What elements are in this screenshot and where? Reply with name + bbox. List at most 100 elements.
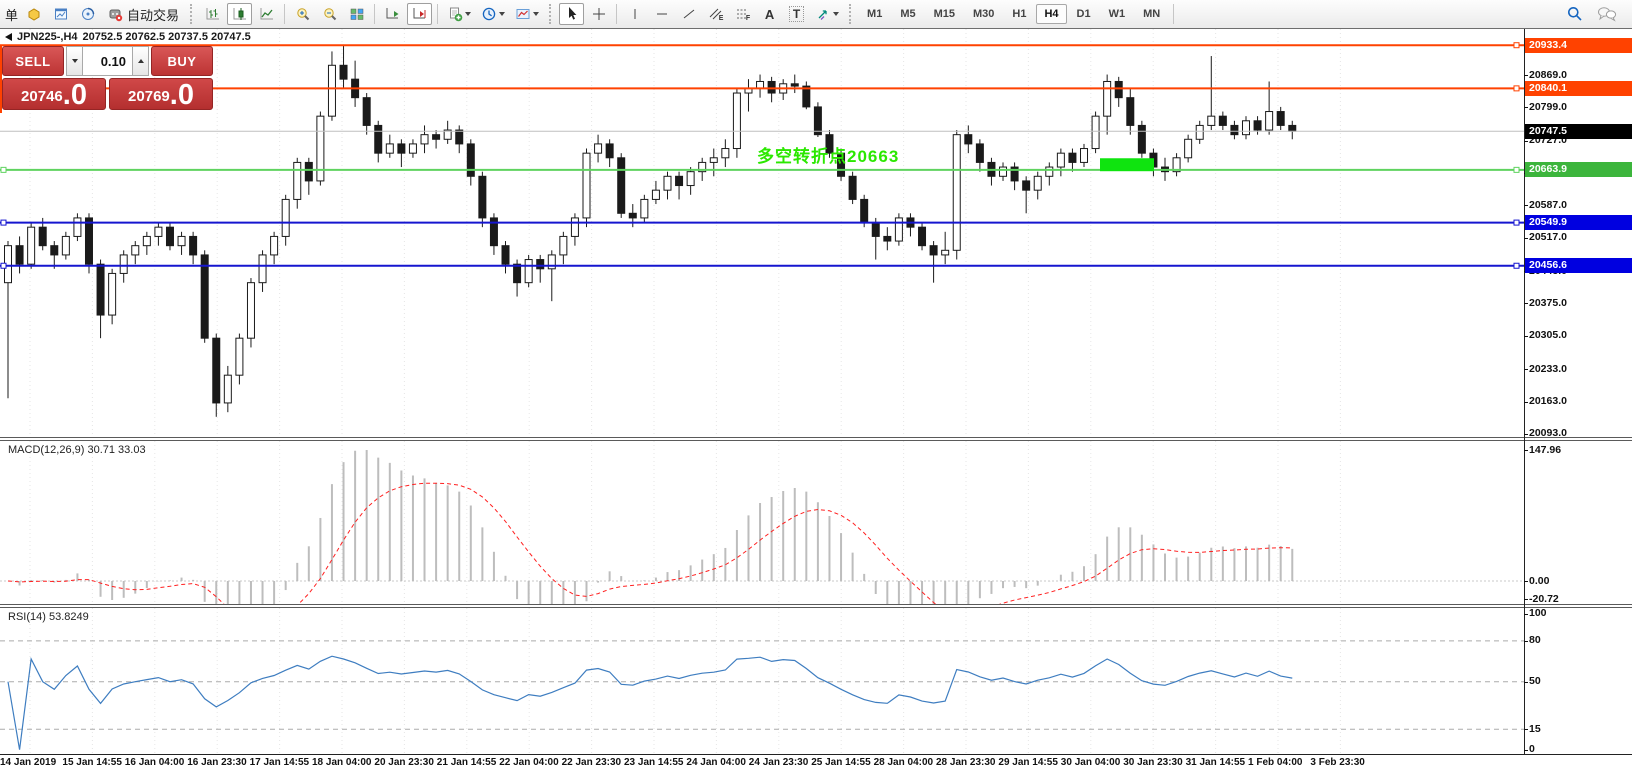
text-label-tool-icon[interactable]: T (784, 3, 809, 25)
fibonacci-tool-icon[interactable]: F (730, 3, 755, 25)
volume-input[interactable]: 0.10 (83, 46, 132, 76)
toolbar-separator (1173, 4, 1175, 24)
rsi-axis-label: 15 (1529, 722, 1541, 735)
indicators-button[interactable] (443, 3, 475, 25)
chart-profiles-icon[interactable] (21, 3, 46, 25)
horizontal-line-tool-icon[interactable] (649, 3, 674, 25)
axis-tick-mark (1524, 303, 1528, 305)
tf-h1[interactable]: H1 (1004, 4, 1034, 24)
buy-price-display[interactable]: 20769.0 (109, 78, 213, 110)
auto-scroll-icon[interactable] (380, 3, 405, 25)
tf-m30[interactable]: M30 (965, 4, 1002, 24)
price-axis-tick: 20799.0 (1529, 100, 1567, 113)
toolbar-grip (190, 4, 194, 24)
price-axis-tick: 20587.0 (1529, 198, 1567, 211)
dropdown-arrow-icon (499, 12, 506, 16)
equidistant-channel-icon[interactable]: E (703, 3, 728, 25)
zoom-out-icon[interactable] (317, 3, 342, 25)
tf-m15[interactable]: M15 (926, 4, 963, 24)
date-axis-label: 3 Feb 23:30 (1310, 757, 1365, 768)
tf-m5[interactable]: M5 (892, 4, 923, 24)
rsi-panel[interactable] (0, 608, 1524, 754)
green-box-object (1100, 158, 1154, 172)
toolbar-separator (284, 4, 286, 24)
cursor-icon[interactable] (559, 3, 585, 25)
chart-shift-icon[interactable] (407, 3, 433, 25)
tf-m1[interactable]: M1 (859, 4, 890, 24)
tf-d1[interactable]: D1 (1069, 4, 1099, 24)
tile-windows-icon[interactable] (344, 3, 369, 25)
price-axis-tick: 20869.0 (1529, 68, 1567, 81)
zoom-in-icon[interactable] (290, 3, 315, 25)
arrows-tool-button[interactable] (811, 3, 843, 25)
vertical-line-tool-icon[interactable] (622, 3, 647, 25)
crosshair-icon[interactable] (586, 3, 611, 25)
rsi-axis-label: 100 (1529, 607, 1547, 620)
axis-tick-mark (1524, 729, 1528, 731)
rsi-indicator-label: RSI(14) 53.8249 (8, 611, 89, 623)
price-axis-tick: 20093.0 (1529, 427, 1567, 440)
periods-button[interactable] (477, 3, 509, 25)
market-watch-icon[interactable] (48, 3, 73, 25)
channel-letter: E (718, 15, 724, 22)
tf-w1[interactable]: W1 (1101, 4, 1134, 24)
templates-button[interactable] (511, 3, 543, 25)
timeframe-group: M1 M5 M15 M30 H1 H4 D1 W1 MN (858, 4, 1169, 24)
toolbar-grip (549, 4, 553, 24)
dropdown-arrow-icon (833, 12, 840, 16)
text-tool-icon[interactable]: A (757, 3, 782, 25)
volume-decrease-button[interactable] (66, 46, 83, 76)
date-axis-label: 25 Jan 14:55 (811, 757, 871, 768)
price-axis-tick: 20163.0 (1529, 395, 1567, 408)
panel-separator[interactable] (0, 604, 1632, 608)
axis-tick-mark (1524, 599, 1528, 601)
line-chart-icon[interactable] (254, 3, 279, 25)
search-icon[interactable] (1566, 5, 1584, 23)
dropdown-arrow-icon (533, 12, 540, 16)
axis-tick-mark (1524, 433, 1528, 435)
navigator-icon[interactable] (75, 3, 100, 25)
triangle-up-icon (137, 59, 144, 63)
date-axis-label: 28 Jan 04:00 (873, 757, 934, 768)
orange-line-left-segment (0, 45, 2, 113)
autotrading-icon (109, 9, 123, 22)
buy-price-pips: .0 (169, 79, 194, 111)
price-label: 20747.5 (1525, 123, 1632, 139)
sell-price-display[interactable]: 20746.0 (2, 78, 106, 110)
bar-chart-icon[interactable] (200, 3, 225, 25)
axis-tick-mark (1524, 581, 1528, 582)
date-axis-label: 23 Jan 14:55 (624, 757, 684, 768)
candlestick-chart-icon[interactable] (227, 3, 253, 25)
sell-price-pips: .0 (62, 79, 87, 111)
axis-tick-mark (1524, 640, 1528, 642)
dropdown-arrow-icon (465, 12, 472, 16)
tf-mn[interactable]: MN (1135, 4, 1168, 24)
new-order-button[interactable]: 单 (5, 7, 19, 23)
axis-tick-mark (1524, 335, 1528, 337)
macd-axis-label: 147.96 (1529, 443, 1562, 456)
arrows-icon (818, 10, 827, 20)
ohlc-values: 20752.5 20762.5 20737.5 20747.5 (82, 31, 251, 43)
volume-increase-button[interactable] (132, 46, 149, 76)
panel-separator[interactable] (0, 437, 1632, 441)
date-axis-label: 1 Feb 04:00 (1248, 757, 1303, 768)
price-label: 20456.6 (1525, 258, 1632, 274)
autotrading-button[interactable]: 自动交易 (102, 3, 184, 25)
sell-button[interactable]: SELL (2, 46, 64, 76)
tf-h4[interactable]: H4 (1036, 4, 1067, 24)
price-axis-tick: 20305.0 (1529, 329, 1567, 342)
rsi-axis-label: 80 (1529, 634, 1541, 647)
sell-price-main: 20746 (21, 88, 63, 105)
date-axis-label: 17 Jan 14:55 (249, 757, 310, 768)
date-axis-label: 16 Jan 04:00 (124, 757, 185, 768)
buy-button[interactable]: BUY (151, 46, 213, 76)
rsi-axis-label: 0 (1529, 743, 1535, 756)
chat-icon[interactable] (1596, 5, 1618, 23)
trendline-tool-icon[interactable] (676, 3, 701, 25)
date-axis-label: 31 Jan 14:55 (1185, 757, 1246, 768)
price-chart[interactable] (0, 29, 1524, 437)
macd-panel[interactable] (0, 441, 1524, 604)
toolbar-separator (437, 4, 439, 24)
indicators-icon (450, 7, 463, 22)
date-axis-label: 22 Jan 23:30 (561, 757, 622, 768)
